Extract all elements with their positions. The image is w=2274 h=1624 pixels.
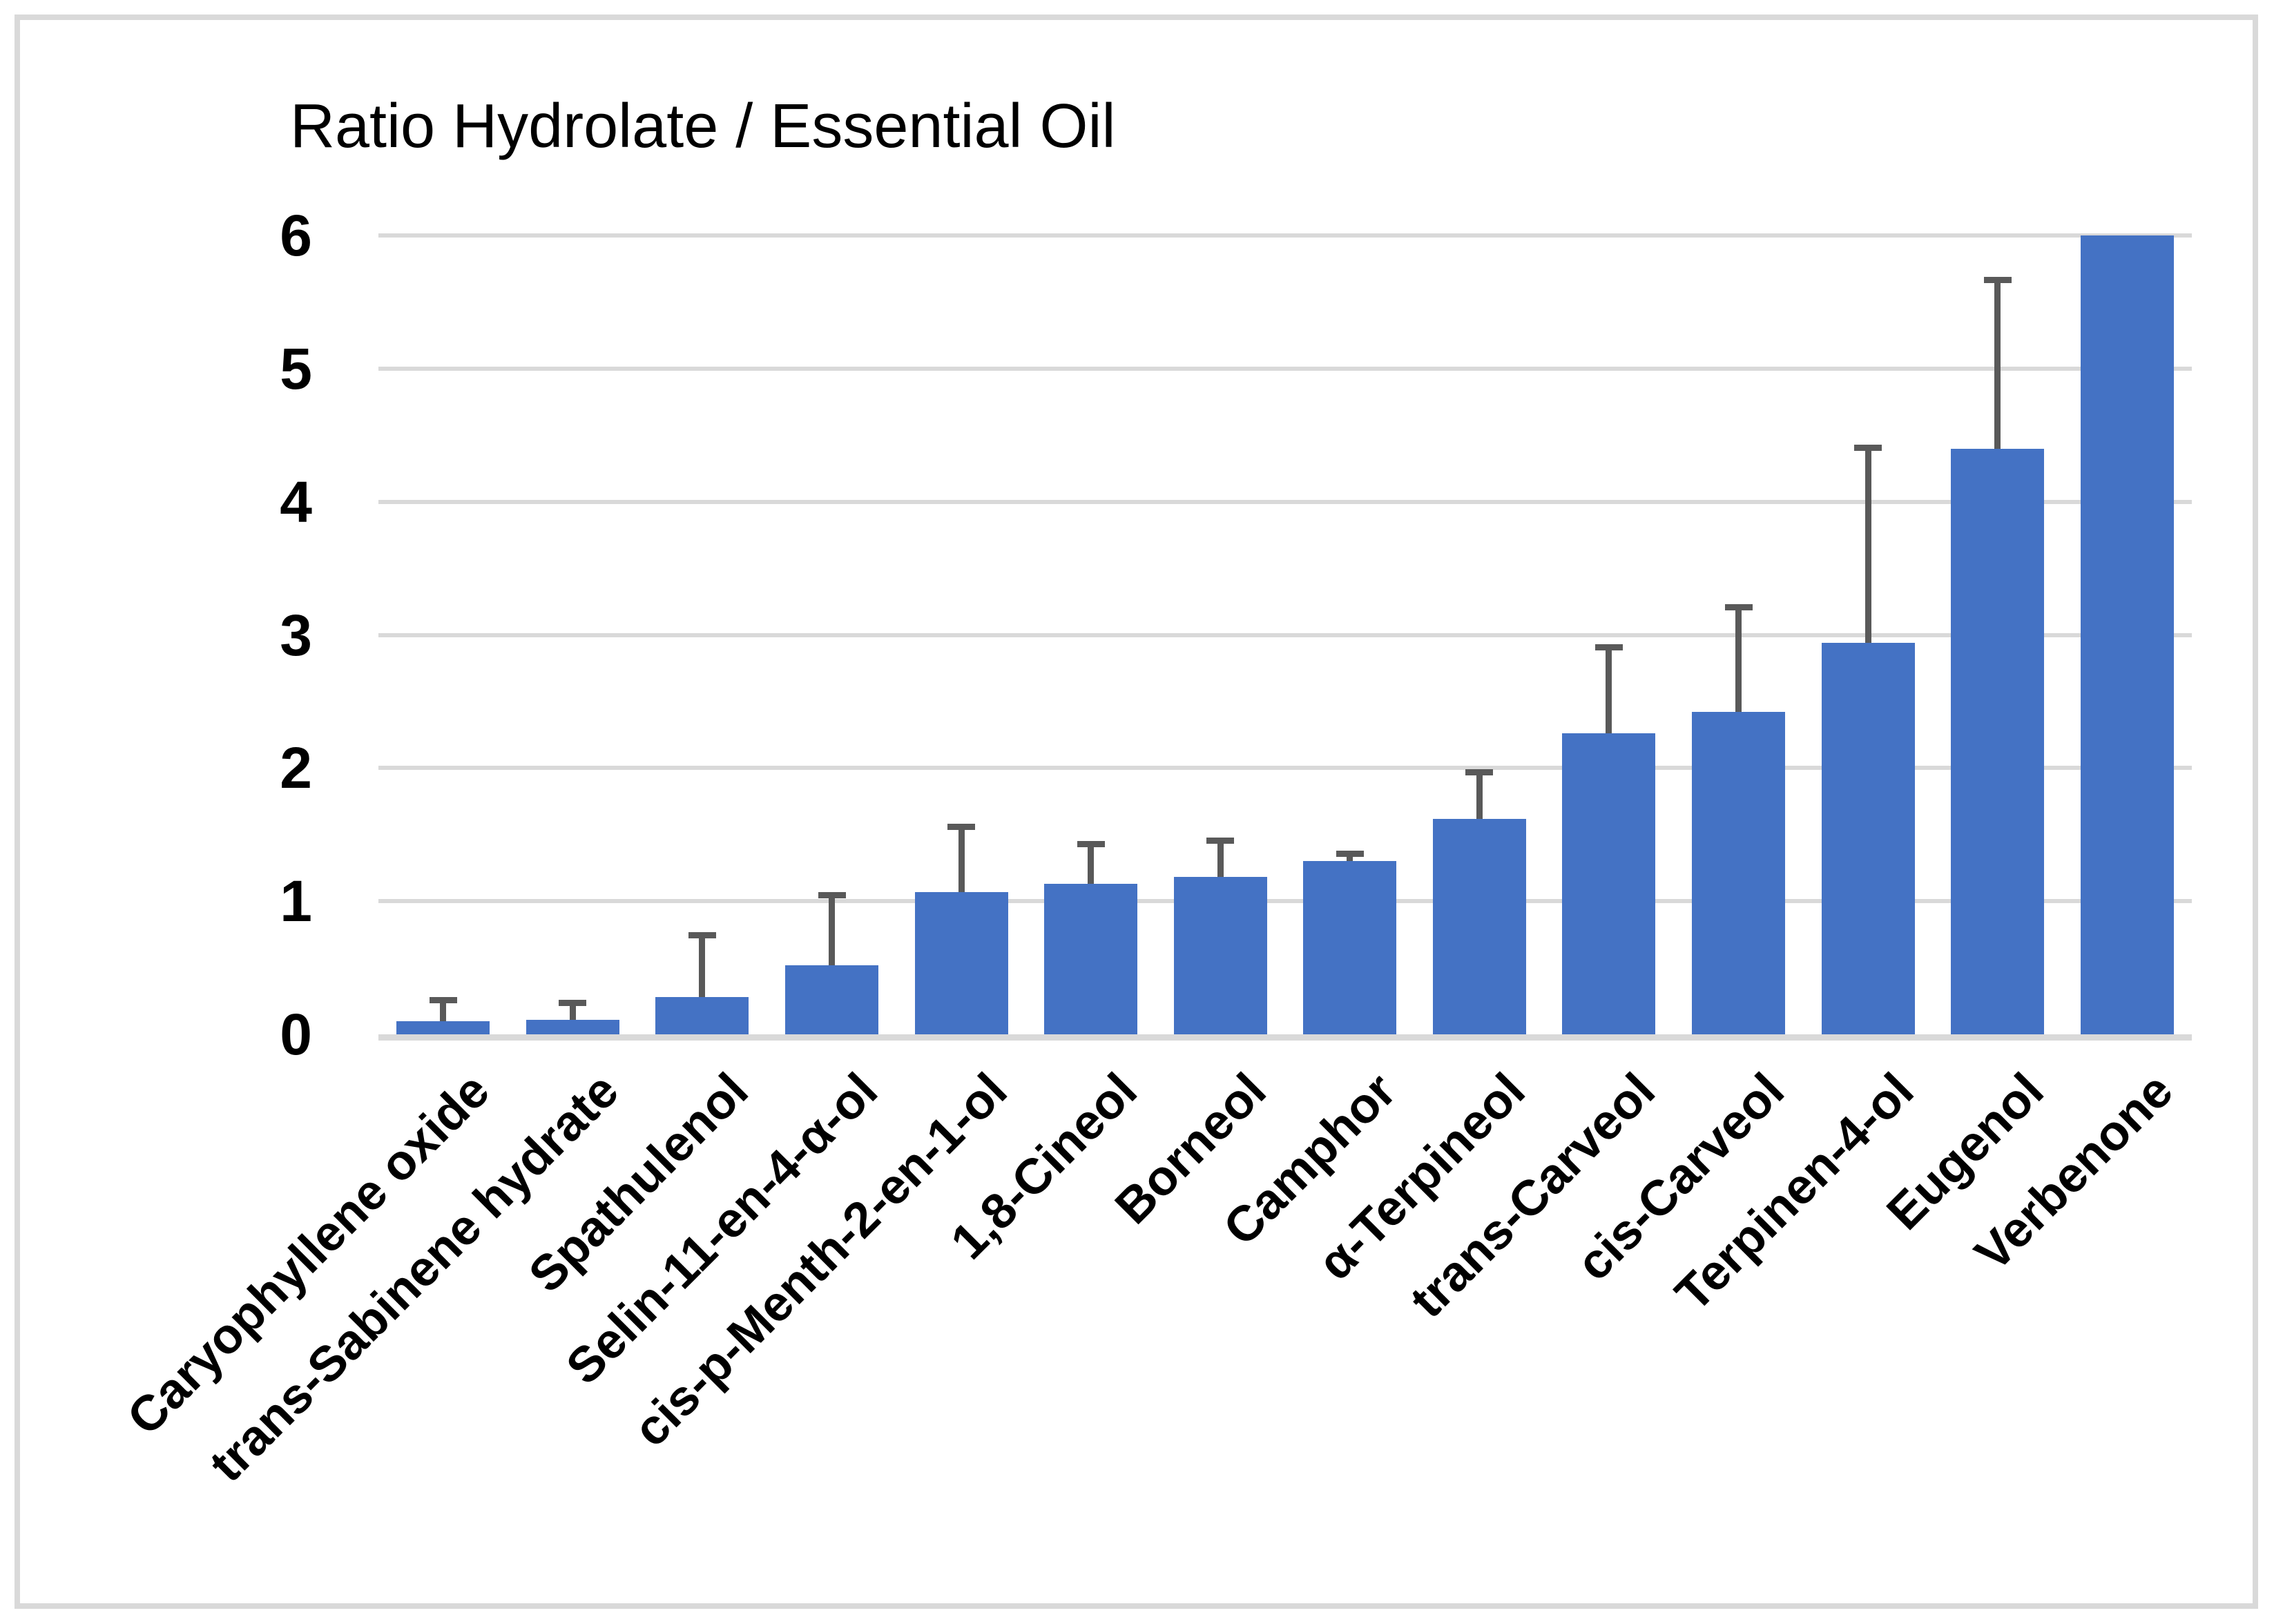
gridline [378,899,2192,904]
gridline [378,499,2192,504]
y-axis-tick-label: 3 [280,602,312,668]
error-bar-cap [947,824,976,831]
y-axis-tick-label: 1 [280,869,312,934]
bar [1692,712,1785,1034]
error-bar-stem [1476,769,1483,819]
y-axis-tick-label: 6 [280,203,312,268]
chart-border [15,14,2258,1609]
bar [655,997,749,1034]
bar [914,891,1008,1034]
bar [526,1019,619,1034]
error-bar-stem [1994,276,2001,449]
error-bar-stem [1606,644,1612,734]
error-bar-cap [818,891,846,898]
error-bar-stem [829,891,835,965]
y-axis-tick-label: 5 [280,336,312,401]
bar [785,965,878,1034]
bar [1044,884,1138,1034]
error-bar-stem [440,997,447,1021]
error-bar-cap [1077,841,1105,848]
gridline [378,233,2192,238]
bar [1951,448,2045,1034]
bar [1821,643,1915,1034]
error-bar-stem [1865,444,1871,644]
error-bar-cap [1206,837,1235,844]
error-bar-cap [688,931,716,938]
error-bar-stem [699,931,706,997]
error-bar-cap [1854,444,1882,451]
error-bar-cap [559,999,587,1006]
error-bar-stem [1217,837,1224,878]
error-bar-cap [429,997,457,1003]
error-bar-cap [1336,850,1364,857]
error-bar-cap [1594,644,1623,650]
error-bar-cap [1983,276,2012,283]
error-bar-stem [958,824,965,892]
gridline [378,766,2192,771]
error-bar-stem [1088,841,1095,884]
error-bar-stem [569,999,576,1020]
bar [396,1021,490,1034]
gridline [378,632,2192,637]
error-bar-cap [1724,604,1753,611]
bar [1432,818,1526,1034]
bar [2080,235,2174,1034]
error-bar-cap [1465,769,1494,776]
y-axis-tick-label: 2 [280,735,312,801]
x-axis-line [378,1034,2192,1041]
bar [1562,733,1656,1034]
y-axis-tick-label: 0 [280,1002,312,1067]
y-axis-tick-label: 4 [280,469,312,534]
bar [1173,877,1267,1034]
gridline [378,366,2192,371]
error-bar-stem [1735,604,1742,713]
chart-title: Ratio Hydrolate / Essential Oil [290,92,1116,161]
x-axis-category-label: Terpinen-4-ol [1665,1063,1925,1322]
bar [1303,861,1397,1034]
